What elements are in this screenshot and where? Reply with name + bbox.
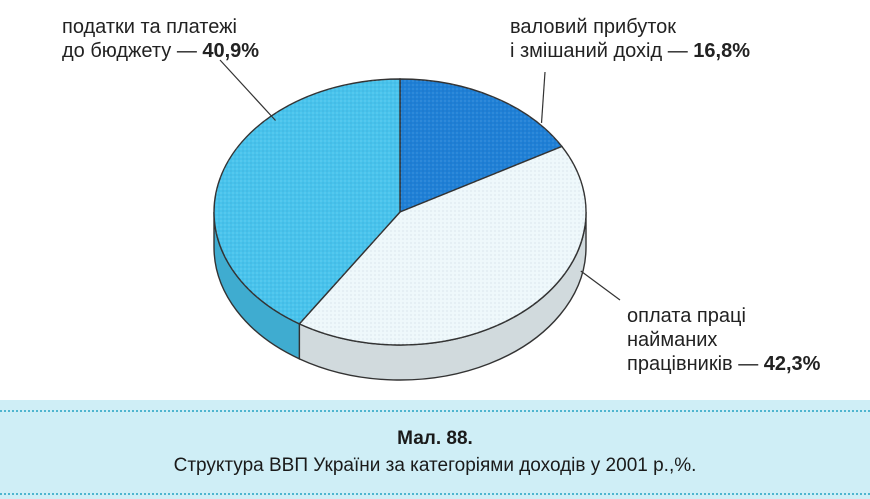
slice-value-2: 40,9% bbox=[202, 40, 259, 62]
pie-chart: валовий прибуток і змішаний дохід — 16,8%… bbox=[62, 16, 821, 381]
caption-rule-top bbox=[0, 410, 870, 412]
slice-texture-1 bbox=[299, 146, 586, 345]
caption-rule-bottom bbox=[0, 493, 870, 495]
leader-line-1 bbox=[580, 270, 621, 301]
slice-label-2: податки та платежі до бюджету — 40,9% bbox=[62, 16, 259, 62]
slice-texture-2 bbox=[214, 79, 400, 324]
slice-label-0: валовий прибуток і змішаний дохід — 16,8% bbox=[510, 16, 750, 62]
slice-value-1: 42,3% bbox=[764, 353, 821, 375]
slice-texture-0 bbox=[400, 79, 562, 212]
leader-line-2 bbox=[219, 59, 276, 121]
leader-line-0 bbox=[540, 71, 546, 123]
figure-number: Мал. 88. bbox=[397, 428, 473, 449]
figure-caption: Структура ВВП України за категоріями дох… bbox=[173, 455, 697, 476]
slice-label-1: оплата праці найманих працівників — 42,3% bbox=[627, 305, 821, 375]
slice-value-0: 16,8% bbox=[693, 40, 750, 62]
caption-band: Мал. 88. Структура ВВП України за катего… bbox=[0, 400, 870, 499]
